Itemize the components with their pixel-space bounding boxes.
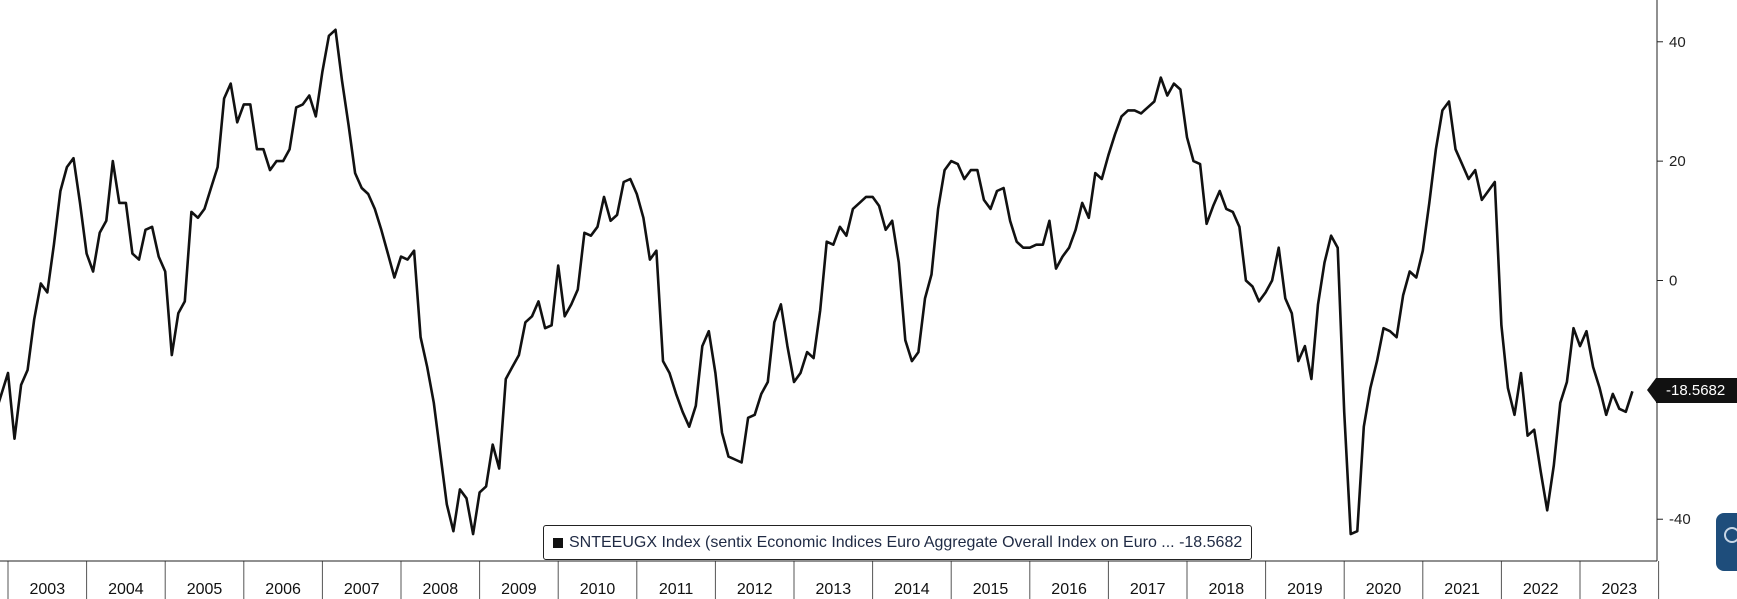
x-tick-label: 2013 <box>816 581 852 598</box>
y-axis-ticks: 40 20 0 -40 <box>1657 34 1691 528</box>
side-panel-handle[interactable] <box>1716 513 1737 571</box>
x-axis-year-labels: 2003 2004 2005 2006 2007 2008 2009 2010 2011 2012… <box>30 581 1638 598</box>
y-tick-label: 40 <box>1669 34 1686 51</box>
legend: SNTEEUGX Index (sentix Economic Indices … <box>543 525 1253 560</box>
legend-swatch <box>553 537 563 548</box>
x-tick-label: 2015 <box>973 581 1009 598</box>
last-value-text: -18.5682 <box>1666 382 1726 399</box>
x-tick-label: 2011 <box>659 581 694 598</box>
x-tick-label: 2016 <box>1051 581 1087 598</box>
y-tick-label: -40 <box>1669 511 1691 528</box>
x-tick-label: 2009 <box>501 581 537 598</box>
x-tick-label: 2005 <box>187 581 223 598</box>
y-tick-label: 0 <box>1669 273 1677 290</box>
x-tick-label: 2014 <box>894 581 930 598</box>
x-tick-label: 2012 <box>737 581 773 598</box>
x-tick-label: 2020 <box>1366 581 1402 598</box>
x-tick-label: 2021 <box>1444 581 1480 598</box>
x-tick-label: 2022 <box>1523 581 1559 598</box>
x-tick-label: 2004 <box>108 581 144 598</box>
x-tick-label: 2019 <box>1287 581 1323 598</box>
x-tick-label: 2010 <box>580 581 616 598</box>
legend-text: SNTEEUGX Index (sentix Economic Indices … <box>569 533 1243 551</box>
x-tick-label: 2006 <box>265 581 301 598</box>
last-value-label: -18.5682 <box>1647 378 1737 403</box>
x-tick-label: 2003 <box>30 581 66 598</box>
x-tick-label: 2007 <box>344 581 380 598</box>
expand-icon <box>1724 527 1737 543</box>
y-tick-label: 20 <box>1669 153 1686 170</box>
year-separator-lines <box>7 561 1660 599</box>
x-tick-label: 2008 <box>423 581 459 598</box>
x-tick-label: 2018 <box>1209 581 1245 598</box>
series-line-sntaeugx <box>0 28 1634 536</box>
x-tick-label: 2023 <box>1602 581 1638 598</box>
x-tick-label: 2017 <box>1130 581 1166 598</box>
